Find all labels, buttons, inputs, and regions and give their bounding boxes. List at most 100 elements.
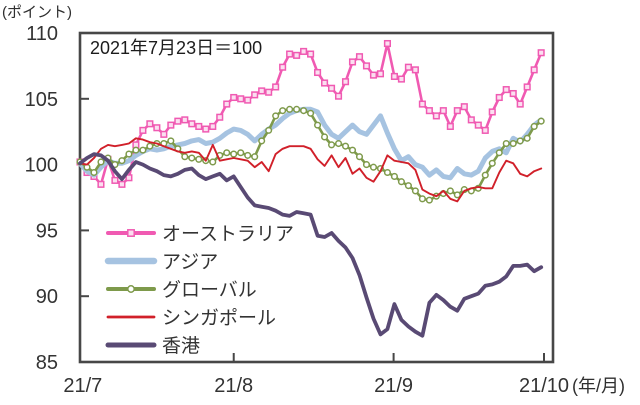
series-marker-グローバル bbox=[411, 187, 419, 195]
series-marker-グローバル bbox=[341, 142, 350, 150]
series-marker-オーストラリア bbox=[481, 126, 489, 134]
series-marker-オーストラリア bbox=[125, 174, 133, 182]
series-layer bbox=[76, 39, 545, 338]
y-axis-unit-label: (ポイント) bbox=[2, 4, 72, 21]
legend-label: 香港 bbox=[162, 335, 200, 357]
series-marker-オーストラリア bbox=[348, 58, 357, 66]
series-marker-グローバル bbox=[509, 139, 517, 148]
series-marker-グローバル bbox=[404, 182, 412, 190]
series-marker-オーストラリア bbox=[488, 108, 496, 116]
series-line-アジア bbox=[77, 106, 544, 181]
legend-item-シンガポール: シンガポール bbox=[106, 307, 276, 329]
series-marker-オーストラリア bbox=[383, 39, 391, 48]
series-marker-オーストラリア bbox=[474, 121, 482, 129]
series-marker-オーストラリア bbox=[167, 121, 175, 129]
series-marker-オーストラリア bbox=[209, 122, 217, 130]
series-marker-グローバル bbox=[516, 137, 524, 145]
series-marker-グローバル bbox=[495, 149, 503, 157]
y-tick-label: 85 bbox=[36, 352, 58, 374]
series-marker-オーストラリア bbox=[418, 100, 426, 108]
series-marker-グローバル bbox=[132, 146, 140, 154]
legend-label: シンガポール bbox=[162, 307, 276, 329]
x-axis-unit-label: (年/月) bbox=[572, 376, 625, 396]
x-tick-label: 21/8 bbox=[214, 375, 253, 397]
series-marker-グローバル bbox=[209, 158, 217, 166]
series-marker-グローバル bbox=[279, 107, 287, 115]
series-marker-オーストラリア bbox=[341, 78, 350, 86]
series-marker-オーストラリア bbox=[146, 120, 154, 128]
legend-marker bbox=[127, 285, 135, 293]
series-marker-オーストラリア bbox=[160, 130, 168, 138]
series-marker-オーストラリア bbox=[502, 86, 510, 94]
series-marker-オーストラリア bbox=[446, 122, 454, 130]
plot-border bbox=[78, 31, 555, 364]
series-marker-グローバル bbox=[481, 171, 489, 179]
series-marker-オーストラリア bbox=[279, 63, 287, 71]
series-marker-オーストラリア bbox=[334, 92, 343, 100]
series-marker-グローバル bbox=[383, 168, 392, 177]
series-marker-グローバル bbox=[348, 146, 357, 154]
y-tick-label: 105 bbox=[25, 89, 58, 111]
series-marker-グローバル bbox=[523, 134, 531, 142]
series-marker-グローバル bbox=[314, 121, 322, 129]
series-marker-オーストラリア bbox=[244, 96, 252, 104]
series-marker-グローバル bbox=[488, 159, 496, 167]
series-marker-オーストラリア bbox=[362, 62, 371, 70]
legend-item-オーストラリア: オーストラリア bbox=[106, 224, 294, 245]
series-marker-オーストラリア bbox=[300, 47, 308, 55]
series-marker-オーストラリア bbox=[523, 83, 531, 91]
series-marker-グローバル bbox=[355, 153, 364, 161]
series-marker-グローバル bbox=[251, 153, 259, 161]
series-marker-オーストラリア bbox=[516, 100, 524, 108]
series-marker-グローバル bbox=[125, 150, 133, 158]
series-marker-グローバル bbox=[425, 196, 433, 204]
y-tick-label: 90 bbox=[36, 286, 58, 308]
series-marker-オーストラリア bbox=[376, 70, 385, 78]
x-tick-label: 21/7 bbox=[63, 375, 102, 397]
series-marker-オーストラリア bbox=[216, 113, 224, 121]
series-marker-グローバル bbox=[258, 137, 266, 145]
series-marker-グローバル bbox=[390, 172, 398, 180]
series-marker-オーストラリア bbox=[467, 116, 475, 124]
series-marker-グローバル bbox=[181, 153, 189, 161]
series-marker-グローバル bbox=[453, 191, 461, 199]
series-marker-オーストラリア bbox=[537, 49, 545, 57]
x-tick-label: 21/9 bbox=[374, 375, 413, 397]
series-marker-オーストラリア bbox=[314, 68, 322, 77]
series-marker-オーストラリア bbox=[272, 83, 280, 91]
series-marker-オーストラリア bbox=[230, 93, 238, 102]
series-marker-グローバル bbox=[90, 168, 98, 177]
series-marker-オーストラリア bbox=[495, 93, 503, 102]
series-marker-グローバル bbox=[300, 107, 308, 115]
series-marker-オーストラリア bbox=[195, 122, 203, 130]
series-marker-オーストラリア bbox=[153, 124, 161, 132]
series-marker-オーストラリア bbox=[286, 50, 294, 58]
series-marker-オーストラリア bbox=[411, 66, 419, 74]
series-line-香港 bbox=[78, 152, 544, 338]
series-marker-オーストラリア bbox=[139, 126, 147, 134]
series-marker-オーストラリア bbox=[321, 79, 329, 87]
series-marker-グローバル bbox=[118, 157, 126, 165]
series-marker-オーストラリア bbox=[223, 100, 231, 108]
series-marker-グローバル bbox=[418, 195, 426, 203]
x-tick-label: 21/10 bbox=[519, 375, 569, 397]
series-marker-グローバル bbox=[139, 146, 147, 154]
y-tick-label: 95 bbox=[36, 220, 58, 242]
legend-label: グローバル bbox=[162, 279, 257, 301]
series-marker-オーストラリア bbox=[181, 116, 189, 124]
series-marker-オーストラリア bbox=[404, 63, 412, 71]
series-marker-オーストラリア bbox=[188, 120, 196, 128]
series-marker-オーストラリア bbox=[202, 125, 210, 133]
series-marker-オーストラリア bbox=[509, 89, 517, 98]
series-marker-グローバル bbox=[369, 163, 378, 171]
series-marker-オーストラリア bbox=[390, 72, 398, 80]
legend-label: オーストラリア bbox=[162, 224, 294, 245]
series-marker-オーストラリア bbox=[97, 180, 105, 188]
series-marker-オーストラリア bbox=[453, 107, 461, 115]
series-marker-グローバル bbox=[97, 158, 105, 166]
series-line-シンガポール bbox=[79, 137, 543, 203]
legend-item-香港: 香港 bbox=[105, 335, 200, 357]
series-marker-グローバル bbox=[334, 139, 343, 148]
